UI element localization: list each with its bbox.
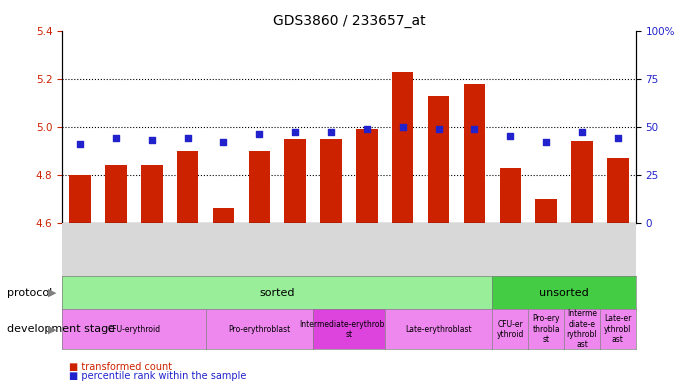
Text: ■ transformed count: ■ transformed count bbox=[69, 362, 172, 372]
Point bbox=[469, 126, 480, 132]
Bar bbox=[356, 129, 377, 223]
Bar bbox=[105, 165, 126, 223]
Point bbox=[146, 137, 158, 143]
Bar bbox=[607, 158, 629, 223]
Text: Late-er
ythrobl
ast: Late-er ythrobl ast bbox=[604, 314, 632, 344]
Point bbox=[576, 129, 587, 136]
Text: Late-erythroblast: Late-erythroblast bbox=[405, 325, 472, 334]
Point bbox=[612, 135, 623, 141]
Text: CFU-er
ythroid: CFU-er ythroid bbox=[497, 319, 524, 339]
Point bbox=[254, 131, 265, 137]
Point bbox=[75, 141, 86, 147]
Bar bbox=[392, 71, 413, 223]
Bar bbox=[177, 151, 198, 223]
Text: Intermediate-erythroblast
st: Intermediate-erythroblast st bbox=[299, 319, 399, 339]
Point bbox=[182, 135, 193, 141]
Title: GDS3860 / 233657_at: GDS3860 / 233657_at bbox=[273, 14, 425, 28]
Text: sorted: sorted bbox=[260, 288, 295, 298]
Bar bbox=[536, 199, 557, 223]
Text: CFU-erythroid: CFU-erythroid bbox=[107, 325, 160, 334]
Text: protocol: protocol bbox=[7, 288, 52, 298]
Point bbox=[397, 124, 408, 130]
Bar bbox=[285, 139, 306, 223]
Bar bbox=[141, 165, 162, 223]
Point bbox=[325, 129, 337, 136]
Text: ▶: ▶ bbox=[48, 288, 56, 298]
Bar bbox=[69, 175, 91, 223]
Point bbox=[361, 126, 372, 132]
Bar bbox=[213, 209, 234, 223]
Text: unsorted: unsorted bbox=[539, 288, 589, 298]
Bar bbox=[464, 84, 485, 223]
Bar bbox=[320, 139, 342, 223]
Text: Interme
diate-e
rythrobl
ast: Interme diate-e rythrobl ast bbox=[567, 309, 597, 349]
Bar bbox=[500, 167, 521, 223]
Point bbox=[504, 133, 515, 139]
Text: Pro-ery
throbla
st: Pro-ery throbla st bbox=[532, 314, 560, 344]
Bar bbox=[571, 141, 593, 223]
Point bbox=[290, 129, 301, 136]
Point bbox=[433, 126, 444, 132]
Text: ■ percentile rank within the sample: ■ percentile rank within the sample bbox=[69, 371, 247, 381]
Point bbox=[540, 139, 551, 145]
Bar bbox=[249, 151, 270, 223]
Bar bbox=[428, 96, 449, 223]
Text: ▶: ▶ bbox=[48, 324, 56, 334]
Text: development stage: development stage bbox=[7, 324, 115, 334]
Point bbox=[111, 135, 122, 141]
Text: Pro-erythroblast: Pro-erythroblast bbox=[228, 325, 290, 334]
Point bbox=[218, 139, 229, 145]
